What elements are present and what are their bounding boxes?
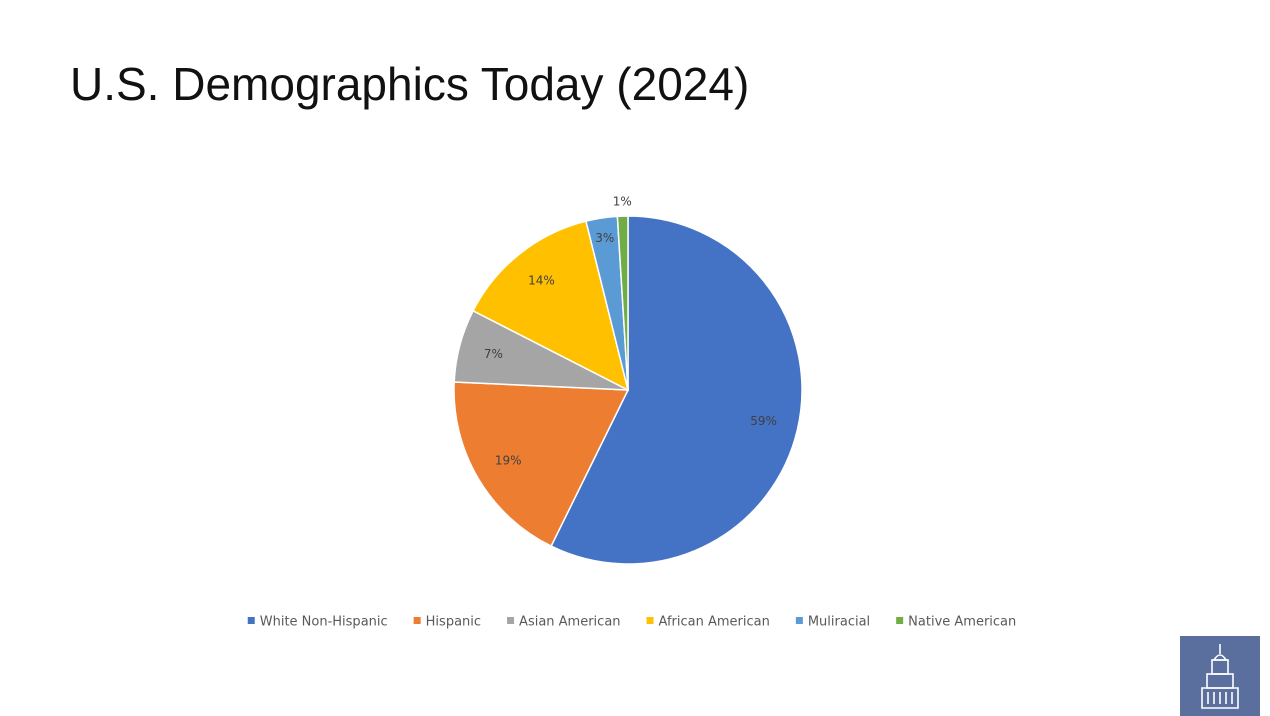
pie-slice: [472, 220, 630, 392]
pie-slice: [550, 215, 803, 565]
pie-slice: [453, 381, 630, 548]
data-label: 3%: [595, 231, 614, 245]
legend-swatch: [646, 617, 654, 624]
legend-label: Muliracial: [808, 615, 870, 630]
data-label: 7%: [484, 347, 503, 361]
pie-slice: [616, 215, 629, 391]
data-label: 19%: [495, 453, 522, 467]
legend-label: Hispanic: [426, 615, 481, 630]
legend-swatch: [247, 617, 255, 624]
data-label: 59%: [750, 414, 777, 428]
legend-label: Native American: [908, 615, 1016, 630]
legend-label: African American: [659, 615, 770, 630]
legend-label: Asian American: [519, 615, 620, 630]
legend-swatch: [413, 617, 421, 624]
legend-swatch: [795, 617, 803, 624]
legend-swatch: [507, 617, 515, 624]
legend-label: White Non-Hispanic: [260, 615, 388, 630]
data-label: 14%: [528, 273, 555, 287]
legend-swatch: [896, 617, 904, 624]
logo: [1180, 636, 1260, 716]
data-label: 1%: [613, 195, 632, 209]
slide-title: U.S. Demographics Today (2024): [70, 58, 749, 110]
